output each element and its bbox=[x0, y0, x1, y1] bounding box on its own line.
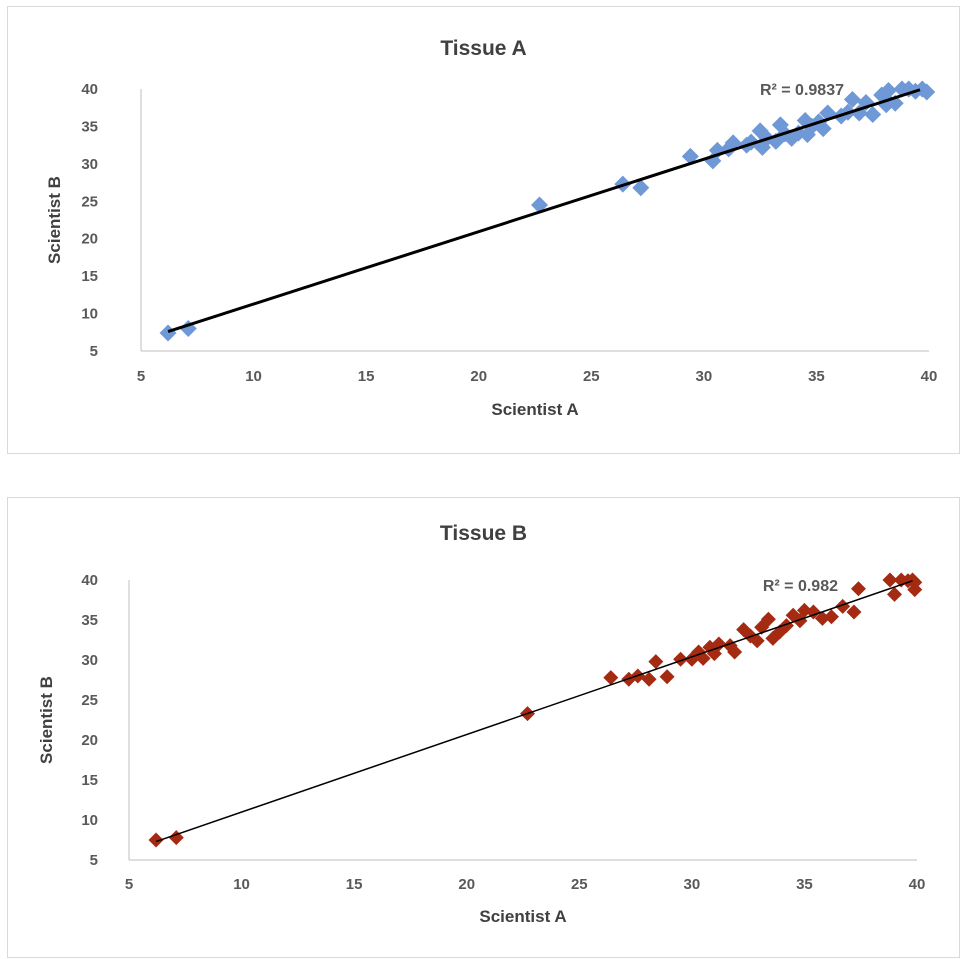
y-tick-label: 35 bbox=[81, 118, 98, 135]
data-point bbox=[603, 670, 619, 686]
trendline bbox=[155, 580, 913, 843]
y-tick-label: 40 bbox=[81, 81, 98, 98]
data-point bbox=[659, 669, 675, 685]
x-tick-label: 40 bbox=[921, 368, 938, 385]
data-point bbox=[785, 607, 801, 623]
y-tick-label: 25 bbox=[81, 692, 98, 709]
y-axis-title: Scientist B bbox=[45, 176, 64, 264]
data-point bbox=[918, 83, 936, 101]
data-point bbox=[778, 618, 794, 634]
y-tick-label: 25 bbox=[81, 193, 98, 210]
x-tick-label: 10 bbox=[245, 368, 262, 385]
data-point bbox=[843, 90, 861, 108]
x-tick-label: 35 bbox=[796, 876, 813, 893]
data-point bbox=[814, 120, 832, 138]
data-point bbox=[681, 147, 699, 165]
data-point bbox=[823, 609, 839, 625]
data-point bbox=[749, 633, 765, 649]
data-point bbox=[792, 613, 808, 629]
r-squared-label: R² = 0.982 bbox=[763, 578, 838, 595]
data-point bbox=[632, 179, 650, 197]
x-tick-label: 20 bbox=[470, 368, 487, 385]
chart-panel-tissue-b: Tissue B 5 10 15 20 25 30 35 40 5 10 15 20 25 30 35 40 S… bbox=[7, 497, 960, 958]
x-tick-label: 40 bbox=[909, 876, 926, 893]
data-point bbox=[767, 132, 785, 150]
data-point bbox=[159, 324, 177, 342]
y-tick-label: 30 bbox=[81, 156, 98, 173]
scatter-plot-tissue-a: 5 10 15 20 25 30 35 40 5 10 15 20 25 30 35 40 Scientist … bbox=[45, 80, 938, 419]
y-tick-label: 15 bbox=[81, 772, 98, 789]
data-point bbox=[907, 574, 923, 590]
x-tick-label: 5 bbox=[137, 368, 145, 385]
chart-title: Tissue B bbox=[439, 522, 528, 545]
y-tick-label: 20 bbox=[81, 231, 98, 248]
data-point bbox=[882, 572, 898, 588]
x-axis-title: Scientist A bbox=[479, 907, 566, 926]
y-tick-label: 35 bbox=[81, 612, 98, 629]
chart-title: Tissue A bbox=[440, 37, 527, 60]
data-point bbox=[846, 604, 862, 620]
x-tick-label: 30 bbox=[696, 368, 713, 385]
data-point bbox=[711, 636, 727, 652]
data-point bbox=[641, 671, 657, 687]
data-point bbox=[850, 581, 866, 597]
y-tick-label: 10 bbox=[81, 306, 98, 323]
x-tick-label: 15 bbox=[358, 368, 375, 385]
y-tick-label: 40 bbox=[81, 572, 98, 589]
x-tick-label: 20 bbox=[458, 876, 475, 893]
data-point bbox=[673, 651, 689, 667]
data-point bbox=[648, 654, 664, 670]
y-axis-title: Scientist B bbox=[37, 676, 56, 764]
data-point bbox=[796, 602, 812, 618]
x-tick-label: 5 bbox=[125, 876, 133, 893]
data-point bbox=[727, 644, 743, 660]
data-point bbox=[835, 598, 851, 614]
y-tick-label: 10 bbox=[81, 812, 98, 829]
x-tick-label: 25 bbox=[583, 368, 600, 385]
y-tick-label: 30 bbox=[81, 652, 98, 669]
x-tick-label: 25 bbox=[571, 876, 588, 893]
data-point bbox=[168, 830, 184, 846]
x-tick-label: 35 bbox=[808, 368, 825, 385]
y-tick-label: 5 bbox=[90, 343, 98, 360]
x-axis-title: Scientist A bbox=[491, 400, 578, 419]
r-squared-label: R² = 0.9837 bbox=[760, 82, 844, 99]
trendline bbox=[167, 88, 921, 333]
scatter-plot-tissue-b: 5 10 15 20 25 30 35 40 5 10 15 20 25 30 35 40 Scientist … bbox=[37, 572, 926, 926]
data-point bbox=[706, 646, 722, 662]
x-tick-label: 15 bbox=[346, 876, 363, 893]
y-tick-label: 20 bbox=[81, 732, 98, 749]
data-point bbox=[760, 611, 776, 627]
data-point bbox=[864, 105, 882, 123]
chart-panel-tissue-a: Tissue A 5 10 15 20 25 30 35 40 5 10 15 20 25 30 35 40 S… bbox=[7, 6, 960, 454]
data-point bbox=[886, 586, 902, 602]
y-tick-label: 5 bbox=[90, 852, 98, 869]
data-point bbox=[148, 832, 164, 848]
x-tick-label: 30 bbox=[684, 876, 701, 893]
x-tick-label: 10 bbox=[233, 876, 250, 893]
y-tick-label: 15 bbox=[81, 268, 98, 285]
